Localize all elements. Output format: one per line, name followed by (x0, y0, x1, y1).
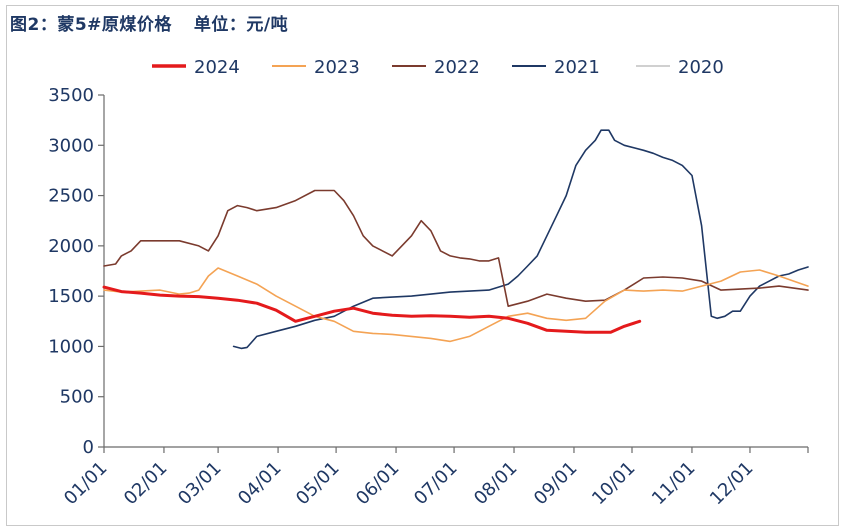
unit-label: 单位：元/吨 (193, 15, 289, 35)
y-tick-label: 2500 (48, 186, 94, 207)
legend-label-2023: 2023 (314, 57, 360, 78)
x-tick-label: 04/01 (234, 458, 286, 510)
x-tick-label: 05/01 (292, 458, 344, 510)
x-tick-label: 02/01 (120, 458, 172, 510)
series-line-2024 (102, 285, 642, 334)
x-tick-label: 11/01 (648, 458, 700, 510)
x-tick-label: 07/01 (410, 458, 462, 510)
x-tick-label: 12/01 (706, 458, 758, 510)
x-tick-label: 06/01 (352, 458, 404, 510)
y-tick-label: 500 (60, 387, 94, 408)
y-tick-label: 1000 (48, 336, 94, 357)
chart-title: 图2：蒙5#原煤价格 单位：元/吨 (10, 10, 288, 35)
x-tick-label: 08/01 (470, 458, 522, 510)
series-line-2023 (103, 267, 809, 343)
y-tick-label: 1500 (48, 286, 94, 307)
legend-label-2024: 2024 (194, 57, 240, 78)
y-tick-label: 3500 (48, 85, 94, 106)
legend-label-2022: 2022 (434, 57, 480, 78)
chart-frame (6, 5, 839, 526)
legend-label-2020: 2020 (678, 57, 724, 78)
y-tick-label: 3000 (48, 135, 94, 156)
y-tick-label: 2000 (48, 236, 94, 257)
title-text: 图2：蒙5#原煤价格 (10, 15, 172, 35)
legend-label-2021: 2021 (554, 57, 600, 78)
series-line-2022 (103, 189, 809, 308)
series-line-2021 (232, 129, 809, 350)
x-tick-label: 03/01 (174, 458, 226, 510)
x-tick-label: 01/01 (60, 458, 112, 510)
x-tick-label: 10/01 (588, 458, 640, 510)
x-tick-label: 09/01 (530, 458, 582, 510)
y-tick-label: 0 (83, 437, 94, 458)
